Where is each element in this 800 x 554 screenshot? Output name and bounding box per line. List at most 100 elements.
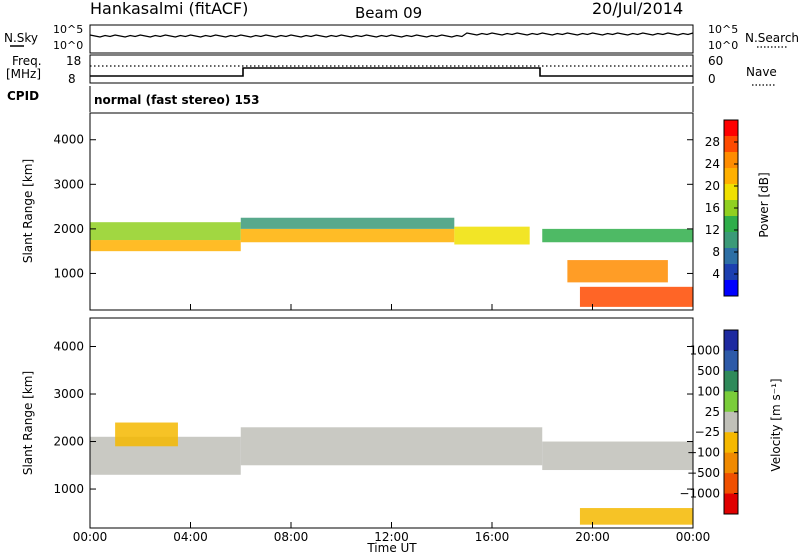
freq-left-tick-bottom: 8 xyxy=(68,72,76,86)
power-panel: 1000 2000 3000 4000 Slant Range [km] xyxy=(21,112,694,311)
colorbar-swatch xyxy=(724,120,738,137)
colorbar-swatch xyxy=(724,452,738,474)
colorbar-swatch xyxy=(724,391,738,413)
colorbar-frame xyxy=(723,329,739,515)
colorbar-tick-label: 20 xyxy=(705,179,720,193)
freq-right-tick-top: 60 xyxy=(708,54,723,68)
data-band xyxy=(542,441,693,471)
noise-right-tick-bottom: 10^0 xyxy=(708,39,738,52)
power-colorbar: 28 24 20 16 12 8 4 xyxy=(705,119,739,297)
power-ylabel: Slant Range [km] xyxy=(21,159,35,263)
colorbar-swatch xyxy=(724,473,738,495)
colorbar-swatch xyxy=(724,411,738,433)
colorbar-tick-label: 12 xyxy=(705,223,720,237)
colorbar-swatch xyxy=(724,493,738,515)
colorbar-swatch xyxy=(724,432,738,454)
velocity-ylabel: Slant Range [km] xyxy=(21,371,35,475)
data-band xyxy=(579,286,693,307)
colorbar-tick-label: 4 xyxy=(712,267,720,281)
data-band xyxy=(454,226,530,245)
colorbar-swatch xyxy=(724,200,738,217)
x-tick-label: 12:00 xyxy=(374,530,409,544)
colorbar-tick-label: 500 xyxy=(697,364,720,378)
noise-right-tick-top: 10^5 xyxy=(708,23,738,36)
colorbar-tick-label: 25 xyxy=(705,405,720,419)
y-tick-label: 4000 xyxy=(53,133,84,147)
x-axis-title: Time UT xyxy=(366,541,417,554)
station-title: Hankasalmi (fitACF) xyxy=(90,0,248,18)
x-tick-label: 04:00 xyxy=(173,530,208,544)
noise-left-tick-bottom: 10^0 xyxy=(53,39,83,52)
y-tick-label: 2000 xyxy=(53,222,84,236)
velocity-panel: 1000 2000 3000 4000 Slant Range [km] xyxy=(21,317,694,529)
y-tick-label: 3000 xyxy=(53,177,84,191)
cpid-value: normal (fast stereo) 153 xyxy=(94,93,260,107)
x-tick-label: 08:00 xyxy=(274,530,309,544)
colorbar-tick-label: −100 xyxy=(687,446,720,460)
colorbar-tick-label: −500 xyxy=(687,466,720,480)
power-bands xyxy=(90,217,693,307)
colorbar-swatch xyxy=(724,264,738,281)
x-tick-label: 00:00 xyxy=(676,530,711,544)
date-title: 20/Jul/2014 xyxy=(592,0,683,18)
velocity-colorbar-title: Velocity [m s⁻¹] xyxy=(769,378,783,471)
noise-left-tick-top: 10^5 xyxy=(53,23,83,36)
freq-label-line1: Freq. xyxy=(12,54,42,68)
y-tick-label: 1000 xyxy=(53,482,84,496)
colorbar-tick-label: 1000 xyxy=(689,343,720,357)
data-band xyxy=(579,508,693,525)
power-yticks: 1000 2000 3000 4000 xyxy=(53,133,693,280)
colorbar-swatch xyxy=(724,350,738,372)
noise-right-label: N.Search xyxy=(745,31,799,45)
data-band xyxy=(90,240,241,252)
x-tick-label: 00:00 xyxy=(73,530,108,544)
colorbar-tick-label: 8 xyxy=(712,245,720,259)
velocity-yticks: 1000 2000 3000 4000 xyxy=(53,340,693,496)
y-tick-label: 2000 xyxy=(53,435,84,449)
colorbar-tick-label: 24 xyxy=(705,157,720,171)
colorbar-tick-label: −25 xyxy=(695,425,720,439)
data-band xyxy=(115,422,178,447)
colorbar-tick-label: −1000 xyxy=(679,487,720,501)
power-colorbar-title: Power [dB] xyxy=(757,172,771,237)
colorbar-swatch xyxy=(724,280,738,297)
colorbar-swatch xyxy=(724,330,738,351)
x-axis-ticks: 00:00 04:00 08:00 12:00 16:00 20:00 00:00 xyxy=(73,304,711,544)
velocity-bands xyxy=(90,422,693,525)
data-band xyxy=(567,260,668,283)
data-band xyxy=(240,228,455,243)
colorbar-swatch xyxy=(724,168,738,185)
y-tick-label: 3000 xyxy=(53,387,84,401)
freq-label-line2: [MHz] xyxy=(6,67,41,81)
x-tick-label: 16:00 xyxy=(475,530,510,544)
y-tick-label: 1000 xyxy=(53,266,84,280)
noise-left-label: N.Sky xyxy=(4,31,38,45)
freq-panel xyxy=(89,54,694,84)
colorbar-swatch xyxy=(724,370,738,392)
velocity-colorbar: 1000 500 100 25 −25 −100 −500 −1000 xyxy=(679,329,739,515)
colorbar-swatch xyxy=(724,216,738,233)
frequency-line xyxy=(90,67,693,77)
data-band xyxy=(240,217,455,229)
colorbar-swatch xyxy=(724,184,738,201)
freq-left-tick-top: 18 xyxy=(66,54,81,68)
colorbar-tick-label: 100 xyxy=(697,384,720,398)
noise-sky-line xyxy=(89,32,694,38)
nave-label: Nave xyxy=(746,65,777,79)
colorbar-tick-label: 28 xyxy=(705,135,720,149)
x-tick-label: 20:00 xyxy=(575,530,610,544)
velocity-plot-area xyxy=(90,318,693,528)
colorbar-swatch xyxy=(724,232,738,249)
colorbar-swatch xyxy=(724,136,738,153)
freq-right-tick-bottom: 0 xyxy=(708,72,716,86)
y-tick-label: 4000 xyxy=(53,340,84,354)
noise-panel xyxy=(89,24,694,54)
beam-title: Beam 09 xyxy=(355,4,422,22)
data-band xyxy=(90,222,241,241)
colorbar-swatch xyxy=(724,152,738,169)
cpid-label: CPID xyxy=(7,89,39,103)
data-band xyxy=(240,427,543,466)
colorbar-swatch xyxy=(724,248,738,265)
data-band xyxy=(542,228,693,243)
